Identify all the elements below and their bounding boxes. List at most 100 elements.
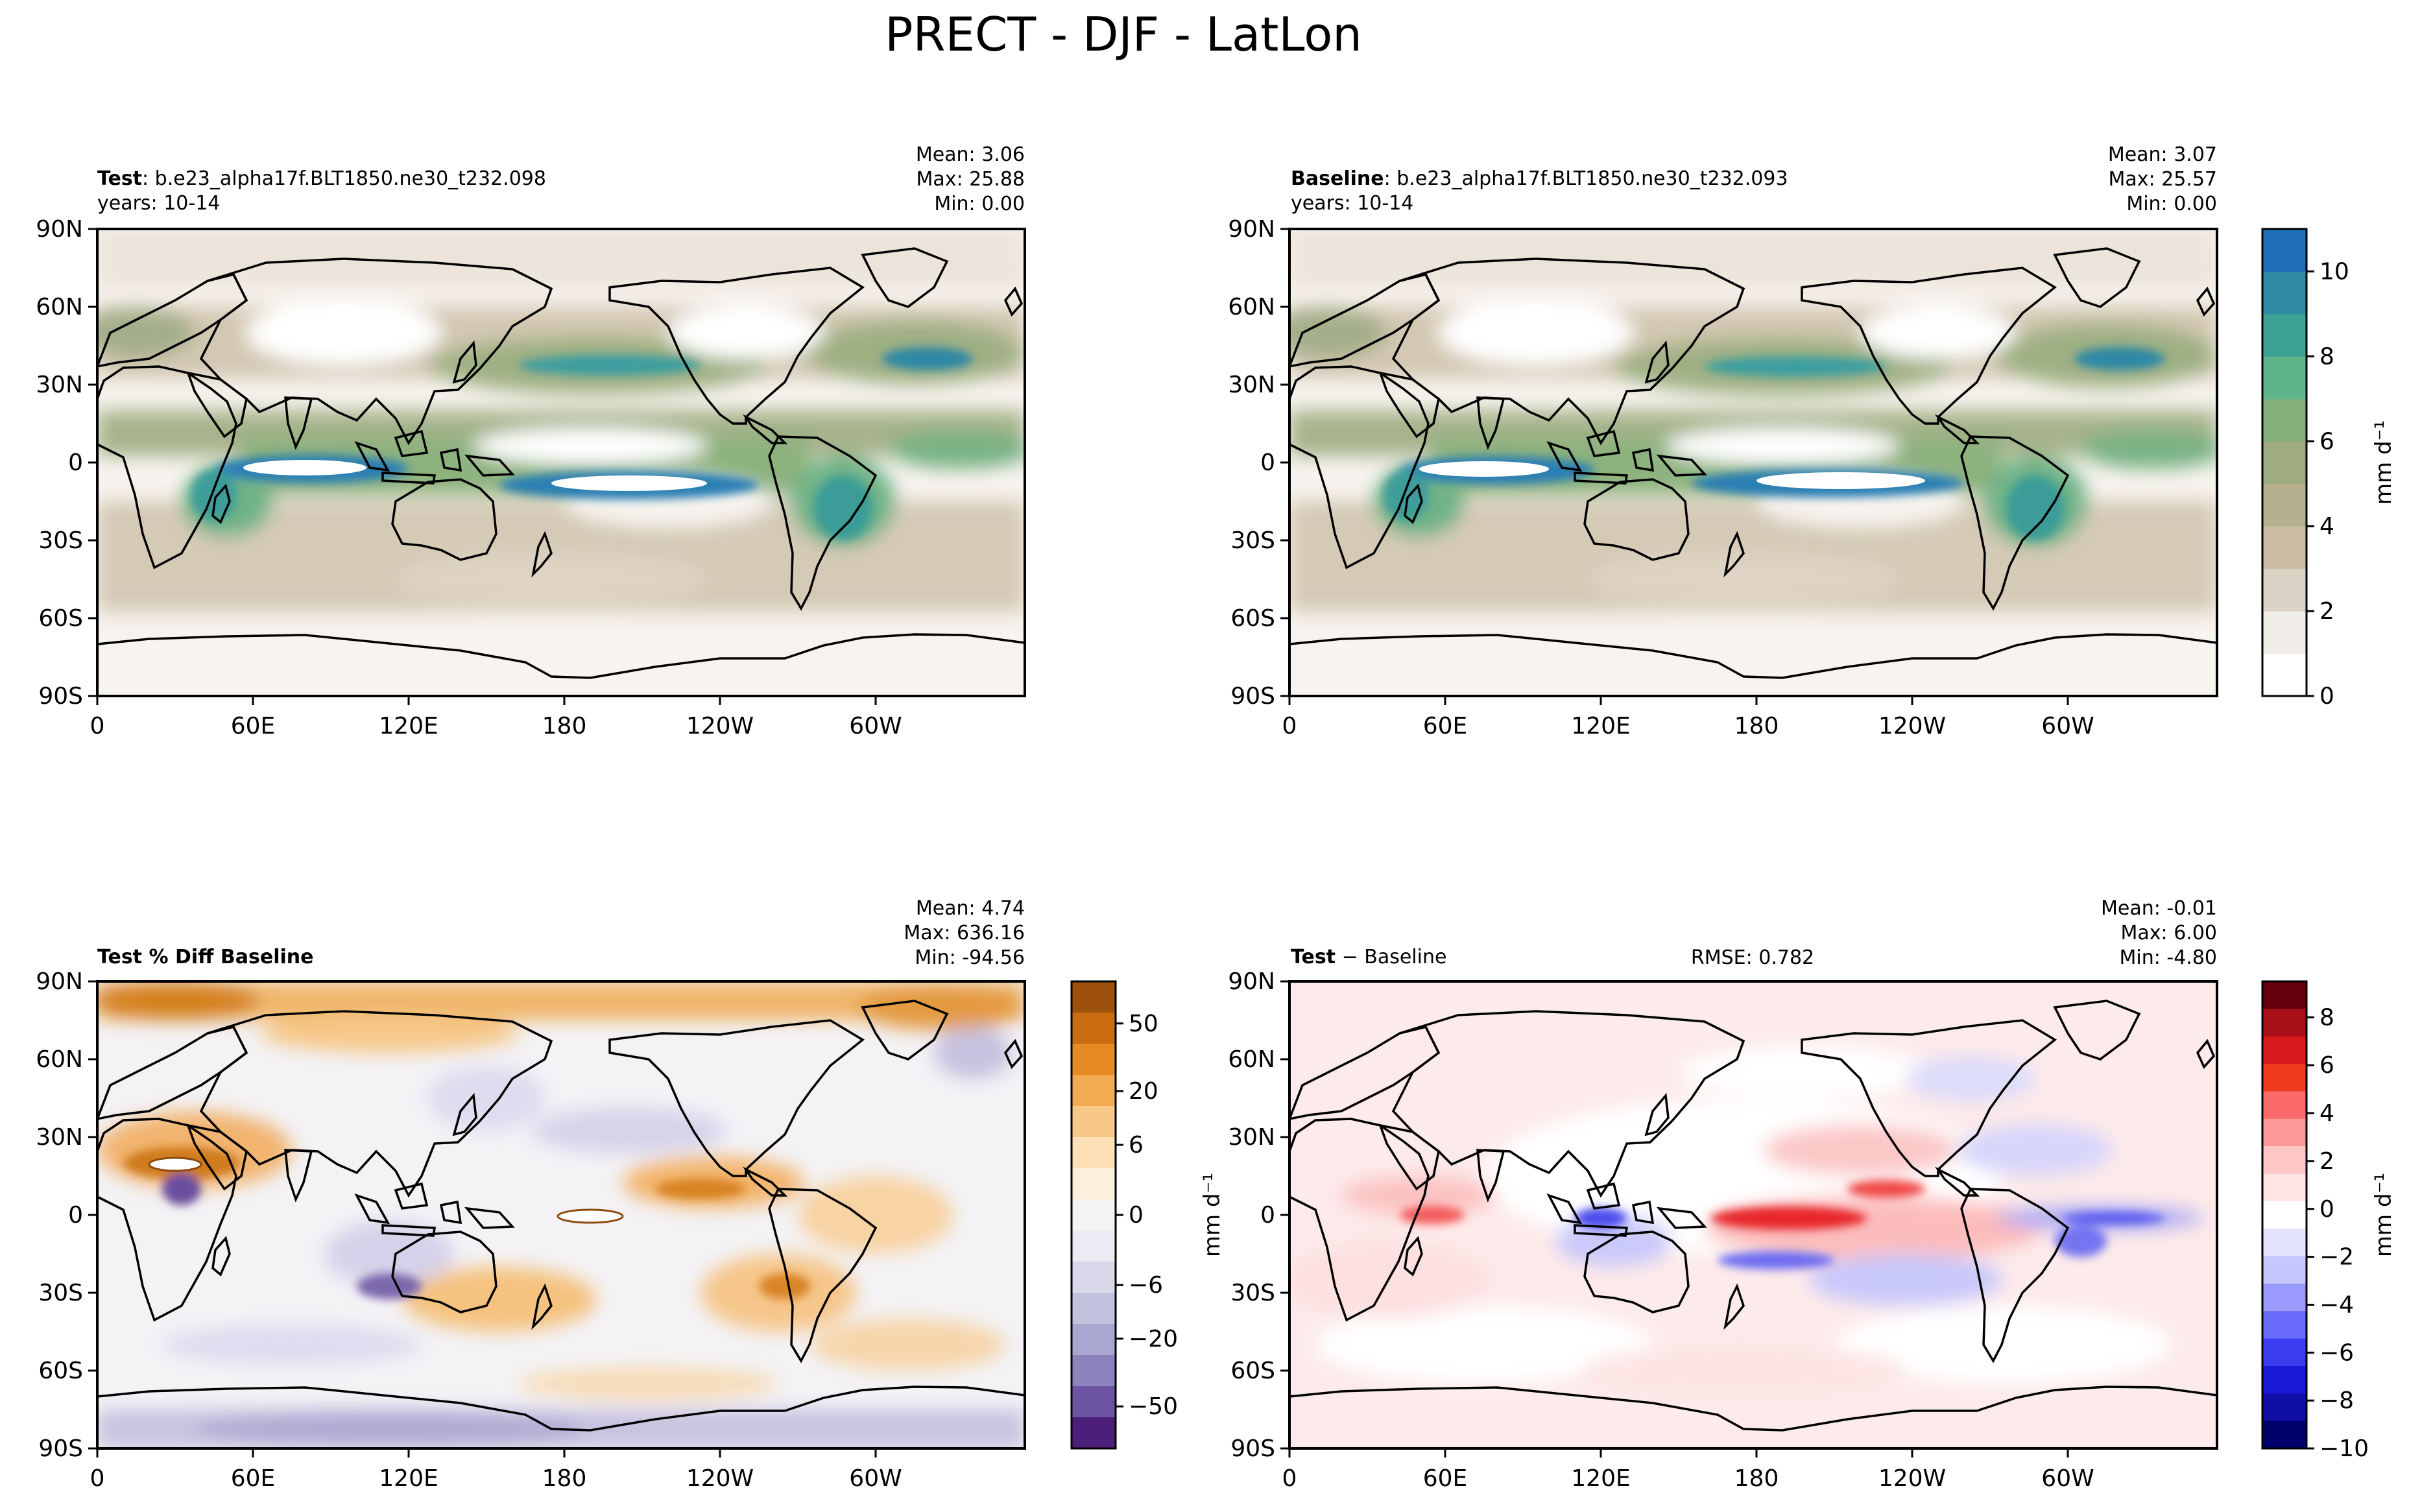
lon-tick-label: 180 (1734, 713, 1779, 739)
colorbar-swatch (2262, 1365, 2307, 1394)
map-axis-0: 90N 60N 30N 0 30S 60S 90S 0 60E 120E 180 120W 60W (36, 216, 902, 739)
colorbar-swatch (2262, 568, 2307, 612)
lon-tick-label: 120E (1571, 1465, 1630, 1492)
lon-tick-label: 180 (542, 713, 587, 739)
colorbar-swatch (1072, 1386, 1116, 1418)
stat-min: Min: 0.00 (2126, 193, 2217, 215)
lon-tick-label: 60E (231, 713, 276, 739)
colorbar-swatch (1072, 981, 1116, 1013)
colorbar-tick-label: 0 (1129, 1202, 1144, 1229)
map-test (96, 228, 1026, 697)
lon-tick-label: 180 (542, 1465, 587, 1492)
colorbar-swatch (1072, 1417, 1116, 1449)
lat-tick-label: 0 (68, 450, 83, 476)
colorbar-tick-label: 4 (2319, 1100, 2334, 1127)
colorbar-tick-label: 50 (1129, 1011, 1158, 1037)
colorbar-tick-label: 20 (1129, 1078, 1158, 1105)
colorbar-tick-label: 0 (2319, 1196, 2334, 1223)
stat-min: Min: -94.56 (915, 946, 1025, 969)
panel-label: Baseline: b.e23_alpha17f.BLT1850.ne30_t2… (1291, 167, 1788, 190)
colorbar-swatch (2262, 653, 2307, 697)
colorbar-tick-label: 6 (2319, 428, 2334, 455)
stat-min: Min: 0.00 (934, 193, 1025, 215)
colorbar-tick-label: −6 (1129, 1272, 1163, 1299)
lon-tick-label: 0 (1282, 713, 1297, 739)
colorbar-swatch (2262, 1064, 2307, 1092)
colorbar-swatch (2262, 398, 2307, 442)
lat-tick-label: 60S (1230, 605, 1275, 632)
lat-tick-label: 90N (1228, 968, 1275, 995)
lat-tick-label: 60N (1228, 294, 1275, 320)
colorbar-swatch (2262, 1009, 2307, 1037)
lat-tick-label: 0 (68, 1202, 83, 1229)
panel-test: Test: b.e23_alpha17f.BLT1850.ne30_t232.0… (96, 143, 1026, 697)
lon-tick-label: 60E (1423, 1465, 1468, 1492)
colorbar-swatch (1072, 1075, 1116, 1107)
lat-tick-label: 30S (38, 527, 83, 554)
lon-tick-label: 0 (1282, 1465, 1297, 1492)
colorbar-tick-label: 2 (2319, 598, 2334, 625)
map-axis-3: 90N 60N 30N 0 30S 60S 90S 0 60E 120E 180 120W 60W (1228, 968, 2094, 1492)
panel-diff: Test − Baseline RMSE: 0.782 Mean: -0.01 … (1288, 897, 2218, 1450)
colorbar-swatch (2262, 526, 2307, 570)
colorbar-swatch (2262, 271, 2307, 315)
lon-tick-label: 120E (1571, 713, 1630, 739)
colorbar-swatch (2262, 1421, 2307, 1449)
colorbar-tick-label: −10 (2319, 1435, 2369, 1462)
lat-tick-label: 30N (36, 372, 83, 398)
stat-max: Max: 25.88 (916, 168, 1025, 191)
lat-tick-label: 90S (1230, 683, 1275, 710)
colorbar-swatch (2262, 1036, 2307, 1064)
rmse: RMSE: 0.782 (1691, 946, 1814, 969)
colorbar-swatch (1072, 1137, 1116, 1169)
lon-tick-label: 60W (2041, 713, 2094, 739)
colorbar-swatch (2262, 1146, 2307, 1174)
map-axis-1: 90N 60N 30N 0 30S 60S 90S 0 60E 120E 180 120W 60W (1228, 216, 2094, 739)
lat-tick-label: 30N (36, 1124, 83, 1151)
lat-tick-label: 60S (1230, 1358, 1275, 1384)
lat-tick-label: 90N (36, 216, 83, 243)
colorbar-prect: 0 2 4 6 8 10 mm d⁻¹ (2261, 228, 2397, 710)
lon-tick-label: 0 (90, 1465, 105, 1492)
panel-label: Test: b.e23_alpha17f.BLT1850.ne30_t232.0… (97, 167, 546, 190)
lon-tick-label: 60W (2041, 1465, 2094, 1492)
map-axes: 90N 60N 30N 0 30S 60S 90S 0 60E 120E 180 120W 60W 90N… (36, 216, 2094, 1492)
lat-tick-label: 60N (36, 294, 83, 320)
colorbar-swatch (1072, 1355, 1116, 1387)
lat-tick-label: 60S (38, 1358, 83, 1384)
stat-mean: Mean: 3.06 (916, 143, 1025, 166)
lon-tick-label: 120W (1878, 713, 1946, 739)
map-diff (1288, 980, 2218, 1450)
colorbar-diff: 8 6 4 2 0 −2 −4 −6 −8 −10 mm d⁻¹ (2261, 980, 2397, 1462)
colorbar-tick-label: 0 (2319, 683, 2334, 710)
colorbar-swatch (2262, 356, 2307, 400)
lat-tick-label: 60N (1228, 1046, 1275, 1073)
colorbar-tick-label: 4 (2319, 513, 2334, 540)
colorbar-swatch (2262, 611, 2307, 654)
lat-tick-label: 30N (1228, 1124, 1275, 1151)
colorbar-swatch (2262, 483, 2307, 527)
colorbar-swatch (2262, 1201, 2307, 1229)
lat-tick-label: 60S (38, 605, 83, 632)
lat-tick-label: 90N (1228, 216, 1275, 243)
lat-tick-label: 0 (1260, 450, 1275, 476)
lon-tick-label: 0 (90, 713, 105, 739)
colorbar-tick-label: 6 (1129, 1132, 1144, 1158)
colorbar-swatch (2262, 441, 2307, 485)
colorbar-swatch (1072, 1044, 1116, 1075)
lon-tick-label: 60W (849, 1465, 902, 1492)
figure-title: PRECT - DJF - LatLon (885, 7, 1362, 62)
colorbar-tick-label: −6 (2319, 1339, 2354, 1366)
colorbar-swatch (2262, 1283, 2307, 1312)
panel-baseline: Baseline: b.e23_alpha17f.BLT1850.ne30_t2… (1288, 143, 2218, 697)
stat-max: Max: 636.16 (904, 922, 1025, 944)
colorbar-swatch (2262, 1229, 2307, 1257)
colorbar-unit-label: mm d⁻¹ (2371, 420, 2397, 505)
map-baseline (1288, 228, 2218, 697)
colorbar-swatch (1072, 1262, 1116, 1293)
colorbar-tick-label: −20 (1129, 1326, 1178, 1352)
lon-tick-label: 180 (1734, 1465, 1779, 1492)
colorbar-swatch (2262, 981, 2307, 1009)
panel-label: Test − Baseline (1291, 946, 1446, 968)
